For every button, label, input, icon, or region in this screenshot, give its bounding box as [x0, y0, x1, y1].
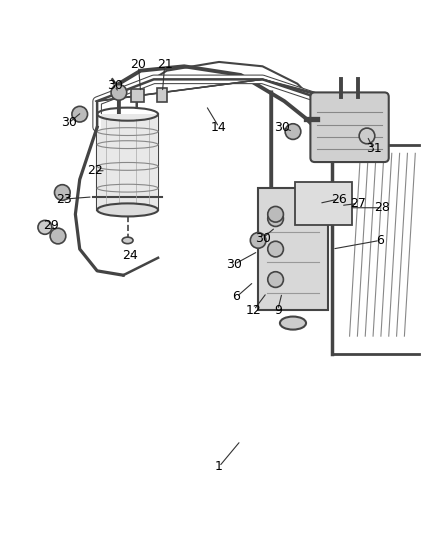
Text: 12: 12	[246, 303, 261, 317]
Circle shape	[268, 211, 283, 227]
Text: 20: 20	[131, 58, 146, 70]
FancyBboxPatch shape	[295, 182, 352, 225]
FancyBboxPatch shape	[311, 92, 389, 162]
Text: 30: 30	[61, 116, 77, 130]
Ellipse shape	[97, 204, 158, 216]
Text: 27: 27	[350, 197, 366, 210]
Circle shape	[54, 184, 70, 200]
Text: 23: 23	[57, 192, 72, 206]
Text: 24: 24	[122, 249, 138, 262]
Text: 29: 29	[43, 219, 59, 232]
Circle shape	[359, 128, 375, 144]
FancyBboxPatch shape	[157, 88, 167, 102]
FancyBboxPatch shape	[97, 114, 158, 210]
Circle shape	[50, 228, 66, 244]
Circle shape	[251, 232, 266, 248]
Text: 21: 21	[157, 58, 173, 70]
Text: 28: 28	[374, 201, 390, 214]
Circle shape	[268, 241, 283, 257]
Text: 30: 30	[274, 121, 290, 134]
Circle shape	[268, 206, 283, 222]
Circle shape	[72, 107, 88, 122]
Text: 6: 6	[376, 234, 384, 247]
Circle shape	[285, 124, 301, 140]
Text: 1: 1	[215, 460, 223, 473]
Ellipse shape	[122, 237, 133, 244]
Circle shape	[111, 85, 127, 100]
Circle shape	[268, 272, 283, 287]
Text: 26: 26	[331, 192, 346, 206]
Text: 30: 30	[226, 258, 242, 271]
Text: 22: 22	[87, 164, 103, 177]
Text: 6: 6	[233, 290, 240, 303]
FancyBboxPatch shape	[131, 90, 144, 102]
Text: 14: 14	[211, 121, 227, 134]
Circle shape	[38, 220, 52, 235]
Ellipse shape	[280, 317, 306, 329]
FancyBboxPatch shape	[258, 188, 328, 310]
Text: 9: 9	[274, 303, 282, 317]
Text: 30: 30	[106, 79, 123, 92]
Text: 30: 30	[254, 232, 270, 245]
Text: 31: 31	[366, 142, 381, 156]
